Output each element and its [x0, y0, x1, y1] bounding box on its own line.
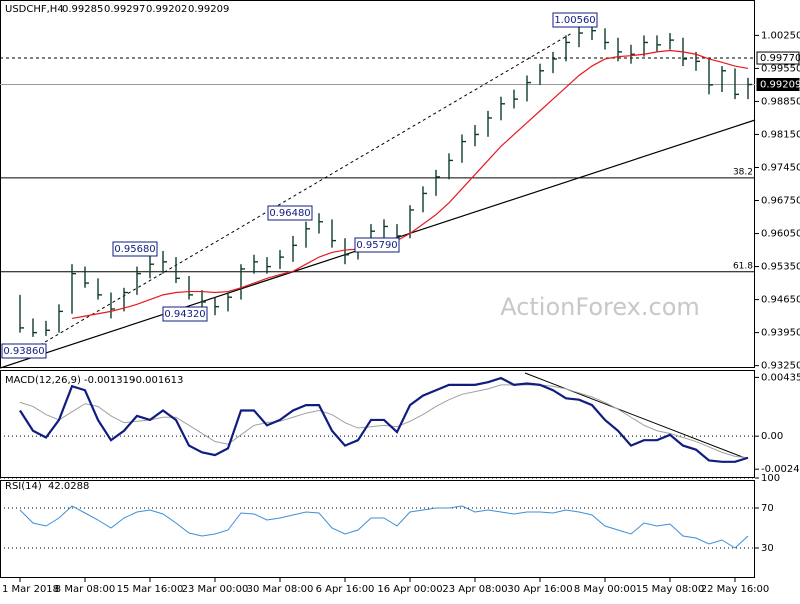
annotation-box — [1, 343, 47, 359]
x-tick-label: 8 May 00:00 — [574, 584, 636, 595]
y-tick-label: 100 — [761, 473, 780, 484]
x-tick-label: 16 Apr 00:00 — [377, 584, 442, 595]
moving-average — [71, 49, 749, 320]
y-tick-label: 0.93950 — [761, 328, 800, 339]
y-tick-label: 0.98150 — [761, 129, 800, 140]
symbol: USDCHF,H4 — [5, 4, 64, 15]
x-tick-label: 6 Apr 16:00 — [316, 584, 375, 595]
ohlc-readout: 0.99202 — [146, 4, 187, 15]
channel-line — [39, 32, 573, 346]
annotation-label: 0.96480 — [269, 208, 310, 219]
level-label: 0.99209 — [760, 79, 800, 90]
y-tick-label: 0.99550 — [761, 63, 800, 74]
rsi-frame — [0, 480, 755, 578]
y-tick-label: -0.002448 — [761, 464, 800, 475]
annotation-label: 1.00560 — [554, 15, 595, 26]
x-tick-label: 15 May 08:00 — [636, 584, 705, 595]
ohlc-readout: 0.99285 — [62, 4, 103, 15]
macd-trend-line — [524, 372, 746, 459]
y-tick-label: 0.95350 — [761, 262, 800, 273]
fib-label: 38.2 — [733, 167, 753, 177]
x-tick-label: 23 Apr 08:00 — [442, 584, 507, 595]
fib-label: 61.8 — [733, 261, 753, 271]
x-tick-label: 22 May 16:00 — [701, 584, 770, 595]
y-tick-label: 0.96050 — [761, 229, 800, 240]
annotation-label: 0.94320 — [164, 309, 205, 320]
x-tick-label: 8 Mar 08:00 — [55, 584, 115, 595]
y-tick-label: 30 — [761, 543, 774, 554]
annotation-label: 0.95680 — [114, 244, 155, 255]
level-label: 0.99770 — [760, 53, 800, 64]
y-tick-label: 0.94650 — [761, 295, 800, 306]
y-tick-label: 0.00 — [761, 431, 783, 442]
macd-line — [19, 376, 749, 463]
x-tick-label: 1 Mar 2018 — [2, 584, 59, 595]
annotation-box — [267, 205, 313, 221]
price-frame — [0, 0, 755, 368]
macd-frame — [0, 370, 755, 478]
x-tick-label: 15 Mar 16:00 — [117, 584, 184, 595]
macd-readout: -0.001613 — [132, 375, 183, 386]
annotation-label: 0.95790 — [356, 240, 397, 251]
y-tick-label: 0.96750 — [761, 196, 800, 207]
macd-title: MACD(12,26,9) — [5, 375, 81, 386]
rsi-readout: 42.0288 — [48, 481, 89, 492]
y-tick-label: 0.004351 — [761, 372, 800, 383]
ohlc-readout: 0.99209 — [188, 4, 229, 15]
ohlc-readout: 0.99297 — [104, 4, 145, 15]
watermark: ActionForex.com — [500, 293, 700, 321]
y-tick-label: 70 — [761, 503, 774, 514]
macd-signal — [19, 384, 749, 459]
y-tick-label: 0.97450 — [761, 162, 800, 173]
level-box — [756, 77, 800, 91]
macd-readout: -0.001319 — [84, 375, 135, 386]
y-tick-label: 0.93250 — [761, 361, 800, 372]
x-tick-label: 30 Mar 08:00 — [247, 584, 314, 595]
annotation-box — [112, 241, 158, 257]
annotation-box — [162, 306, 208, 322]
rsi-line — [19, 505, 749, 549]
level-box — [756, 51, 800, 65]
annotation-box — [552, 12, 598, 28]
annotation-box — [354, 237, 400, 253]
x-tick-label: 23 Mar 00:00 — [182, 584, 249, 595]
y-tick-label: 0.98850 — [761, 96, 800, 107]
y-tick-label: 1.00250 — [761, 30, 800, 41]
rsi-title: RSI(14) — [5, 481, 42, 492]
annotation-label: 0.93860 — [3, 346, 44, 357]
x-tick-label: 30 Apr 16:00 — [507, 584, 572, 595]
